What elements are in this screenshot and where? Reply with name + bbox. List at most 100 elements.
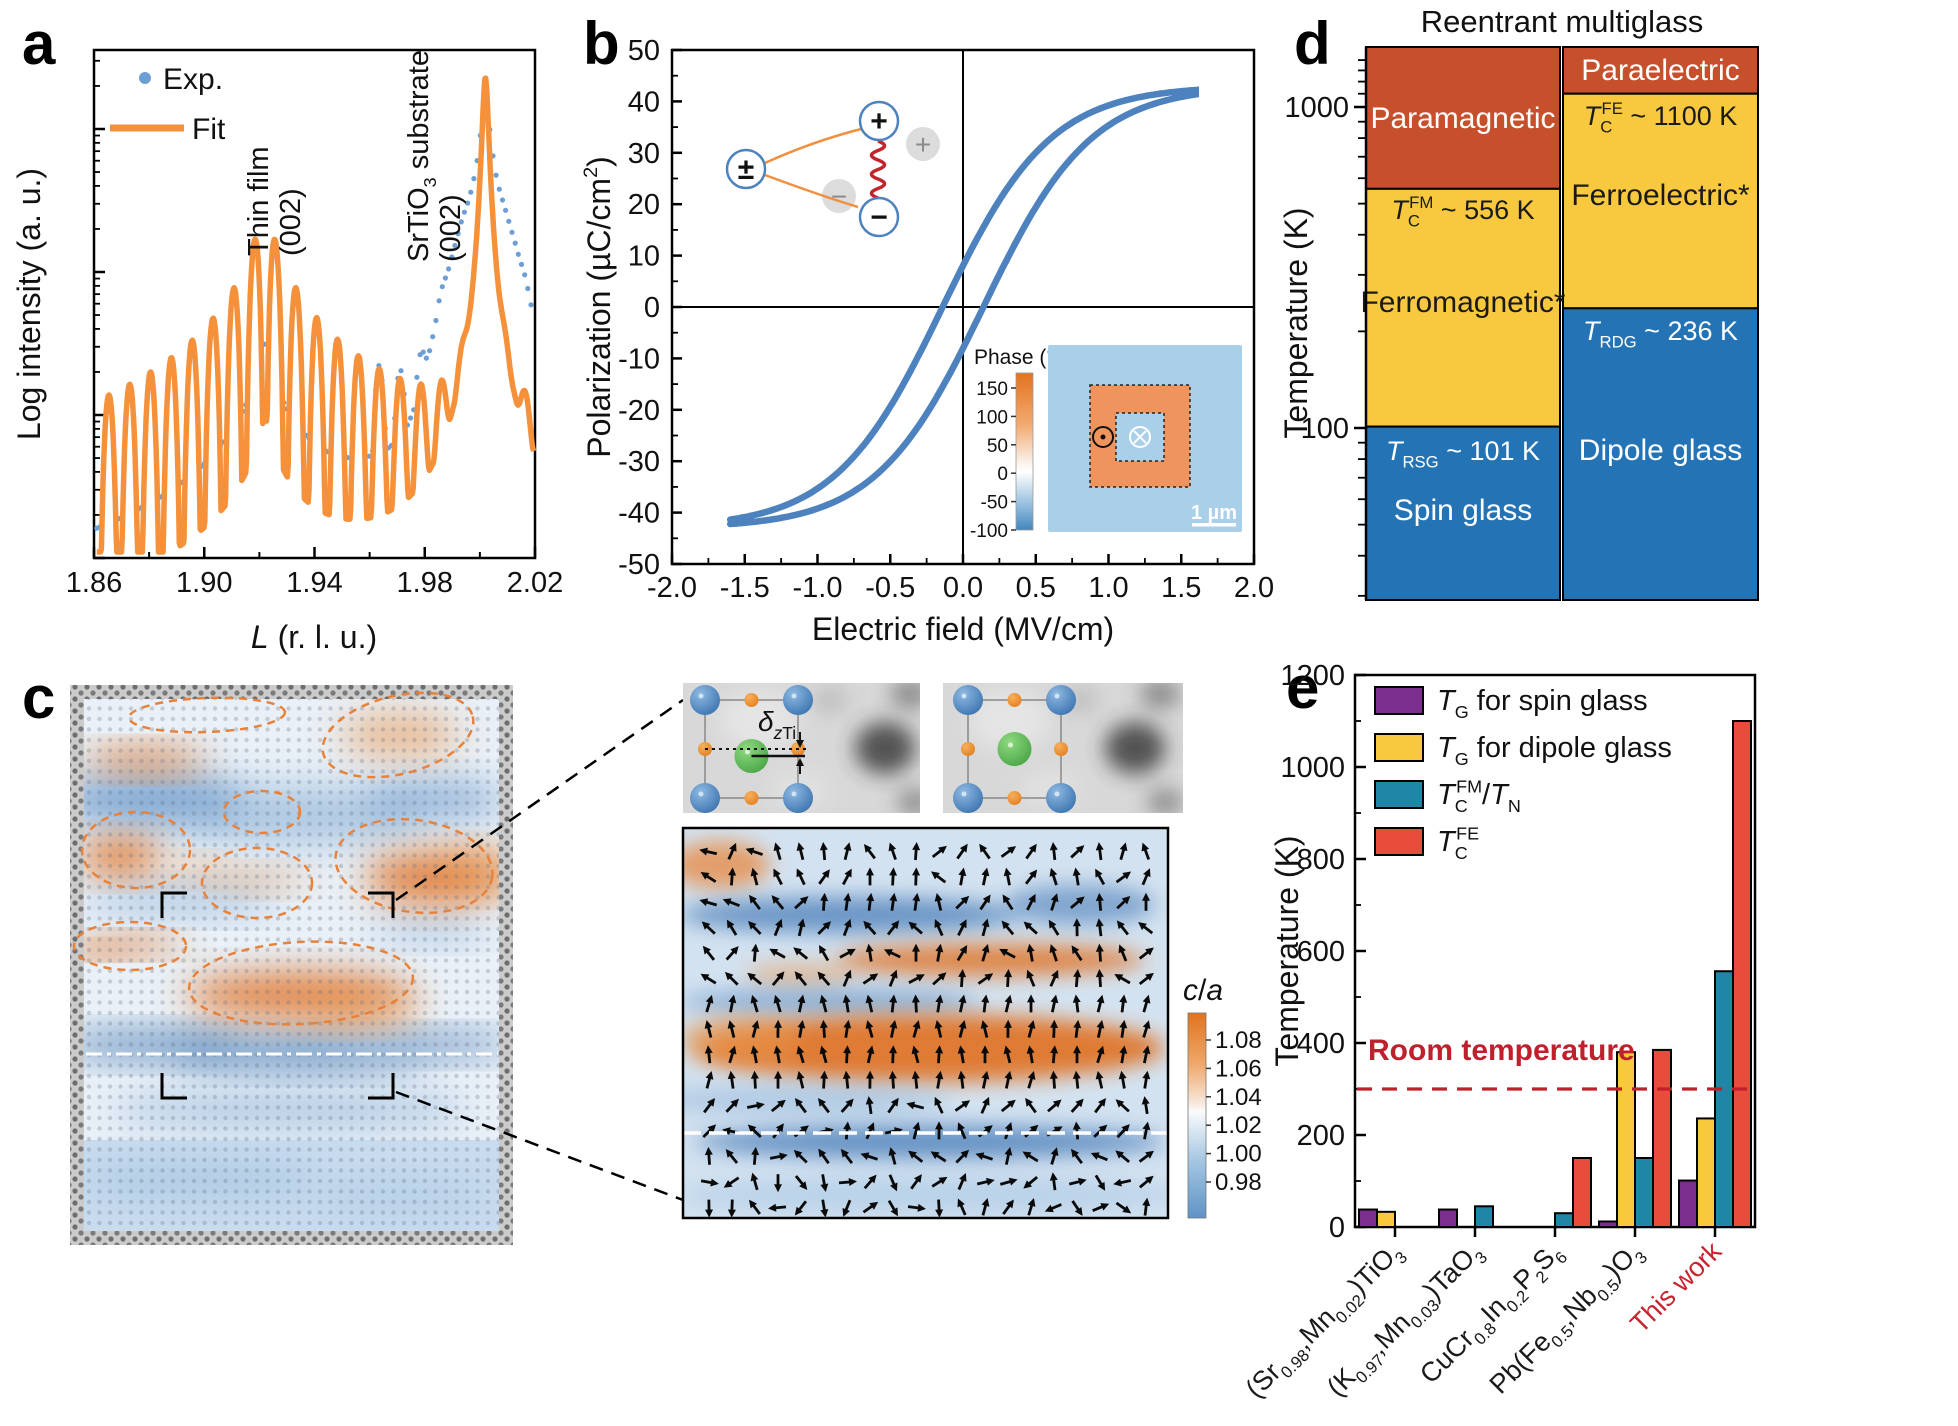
bar-0-cat-1 <box>1438 1208 1458 1229</box>
phase-region-label: TRSG ~ 101 K <box>1386 436 1540 472</box>
panel-b-ytick: 20 <box>628 189 660 221</box>
phase-region-label: TCFE ~ 1100 K <box>1584 99 1738 136</box>
panel-b-ytick: -10 <box>618 343 660 375</box>
phase-region-label: Ferroelectric* <box>1571 179 1750 212</box>
panel-e-ytick: 600 <box>1297 936 1345 968</box>
panel-e-ylabel: Temperature (K) <box>1269 835 1305 1066</box>
panel-b-hysteresis-loop <box>726 86 1200 528</box>
panel-d-plot: Reentrant multiglass Paramagnetic TCFM ~ 5… <box>1278 4 1759 602</box>
phase-colorbar-tick: 100 <box>976 407 1008 428</box>
panel-b-xlabel: Electric field (MV/cm) <box>812 611 1114 647</box>
unit-cell <box>690 685 813 813</box>
phase-region <box>1562 92 1759 310</box>
pfm-scalebar <box>1192 523 1236 527</box>
panel-c-label: c <box>22 664 56 731</box>
bar-3-cat-2 <box>1572 1157 1592 1228</box>
panel-c: δzTi c/a 1.081.061.041.021.000.98 <box>70 683 1262 1245</box>
panel-a-xlabel: L (r. l. u.) <box>251 619 377 655</box>
legend-swatch <box>1374 780 1424 809</box>
panel-e-ytick: 800 <box>1297 844 1345 876</box>
panel-b-ytick: 50 <box>628 35 660 67</box>
room-temperature: Room temperature <box>1357 1034 1753 1091</box>
panel-d-ylabel: Temperature (K) <box>1278 207 1314 438</box>
panel-e-legend: TG for spin glass TG for dipole glass TCFM… <box>1374 685 1672 863</box>
substrate-annotation: (002) <box>435 194 467 262</box>
panel-c-strain-map <box>84 699 499 1231</box>
zoom-region-brackets <box>160 891 395 1100</box>
panel-b-xtick: 1.0 <box>1088 572 1128 604</box>
pfm-scalebar-label: 1 µm <box>1191 502 1237 524</box>
panel-a-xtick: 1.90 <box>176 567 232 599</box>
phase-region <box>1365 46 1561 190</box>
bar-0-cat-0 <box>1358 1208 1378 1229</box>
phase-column <box>1365 46 1561 602</box>
legend-label: TCFM/TN <box>1437 776 1521 816</box>
ca-colorbar-tick: 1.04 <box>1215 1084 1262 1111</box>
panel-e-label: e <box>1286 654 1320 721</box>
ca-colorbar-tick: 1.02 <box>1215 1112 1262 1139</box>
bar-1-cat-3 <box>1616 1051 1636 1228</box>
panel-a-label: a <box>22 10 56 77</box>
phase-colorbar <box>1015 372 1034 531</box>
strain-region-ellipses <box>72 691 494 1026</box>
into-plane-icon <box>1129 426 1151 448</box>
gray-minus-symbol: − <box>831 181 847 212</box>
panel-e-ytick: 1200 <box>1280 660 1345 692</box>
panel-e-ytick: 1000 <box>1280 752 1345 784</box>
bar-3-cat-4 <box>1732 720 1752 1228</box>
phase-region <box>1365 425 1561 602</box>
panel-b-ytick: 30 <box>628 138 660 170</box>
legend-swatch <box>1374 733 1424 762</box>
panel-e-ytick: 200 <box>1297 1120 1345 1152</box>
panel-b-xtick: -1.0 <box>793 572 843 604</box>
phase-colorbar-title: Phase (°) <box>974 346 1062 369</box>
panel-b-ytick: -50 <box>618 549 660 581</box>
panel-e-categories: (Sr0.98,Mn0.02)TiO3(K0.97,Mn0.03)TaO3CuC… <box>1240 1227 1728 1404</box>
phase-region <box>1562 307 1759 601</box>
panel-d-ytick: 1000 <box>1284 92 1349 124</box>
panel-b-plot: -2.0 -1.5 -1.0 -0.5 0.0 0.5 1.0 1.5 2.0 50 40 30 20 1… <box>580 35 1274 647</box>
panel-b-xtick: 0.0 <box>943 572 983 604</box>
legend-swatch <box>1374 827 1424 856</box>
panel-e-ytick: 0 <box>1329 1212 1345 1244</box>
bar-2-cat-2 <box>1554 1212 1574 1228</box>
panel-b-ylabel: Polarization (µC/cm2) <box>580 156 617 458</box>
bar-1-cat-0 <box>1376 1210 1396 1228</box>
bar-2-cat-3 <box>1634 1157 1654 1228</box>
phase-colorbar-tick: 0 <box>997 464 1008 485</box>
ca-colorbar-tick: 0.98 <box>1215 1169 1262 1196</box>
spring-icon <box>869 139 887 200</box>
phase-region-label: Spin glass <box>1394 494 1532 527</box>
minus-ion: − <box>870 201 888 234</box>
panel-b-ytick: -20 <box>618 395 660 427</box>
panel-a-annotations: Thin film (002) SrTiO3 substrate(002) <box>243 50 467 262</box>
panel-b-axes: -2.0 -1.5 -1.0 -0.5 0.0 0.5 1.0 1.5 2.0 50 40 30 20 1… <box>580 35 1274 647</box>
panel-a-axes: 1.86 1.90 1.94 1.98 2.02 L (r. l. u.) Log inte… <box>11 59 563 655</box>
thin-film-annotation: (002) <box>275 188 307 256</box>
bar-0-cat-3 <box>1598 1220 1618 1228</box>
bar-1-cat-4 <box>1696 1117 1716 1228</box>
zoom-connector <box>395 1090 684 1202</box>
panel-a-xtick: 2.02 <box>507 567 563 599</box>
panel-e-plot: 0 200 400 600 800 1000 1200 Temperature (K) Room… <box>1240 660 1757 1404</box>
panel-a-plot: 1.86 1.90 1.94 1.98 2.02 L (r. l. u.) Log inte… <box>11 48 563 655</box>
ca-colorbar-title: c/a <box>1183 974 1223 1007</box>
legend-label: TCFE <box>1437 823 1479 863</box>
panel-c-vector-map <box>683 828 1168 1218</box>
polarization-arrows <box>699 842 1154 1218</box>
ti-atom <box>997 732 1032 766</box>
panel-b-ytick: -40 <box>618 498 660 530</box>
panel-a-ylabel: Log intensity (a. u.) <box>11 168 47 440</box>
bar-0-cat-4 <box>1678 1179 1698 1229</box>
gray-plus-symbol: + <box>915 129 931 160</box>
ca-colorbar: c/a 1.081.061.041.021.000.98 <box>1183 974 1262 1219</box>
panel-b-ytick: 40 <box>628 86 660 118</box>
panel-a-xtick: 1.98 <box>397 567 453 599</box>
bar-2-cat-4 <box>1714 970 1734 1228</box>
panel-b-label: b <box>583 10 620 77</box>
panel-b-xtick: 1.5 <box>1161 572 1201 604</box>
panel-e-ytick: 400 <box>1297 1028 1345 1060</box>
panel-d-label: d <box>1294 10 1331 77</box>
